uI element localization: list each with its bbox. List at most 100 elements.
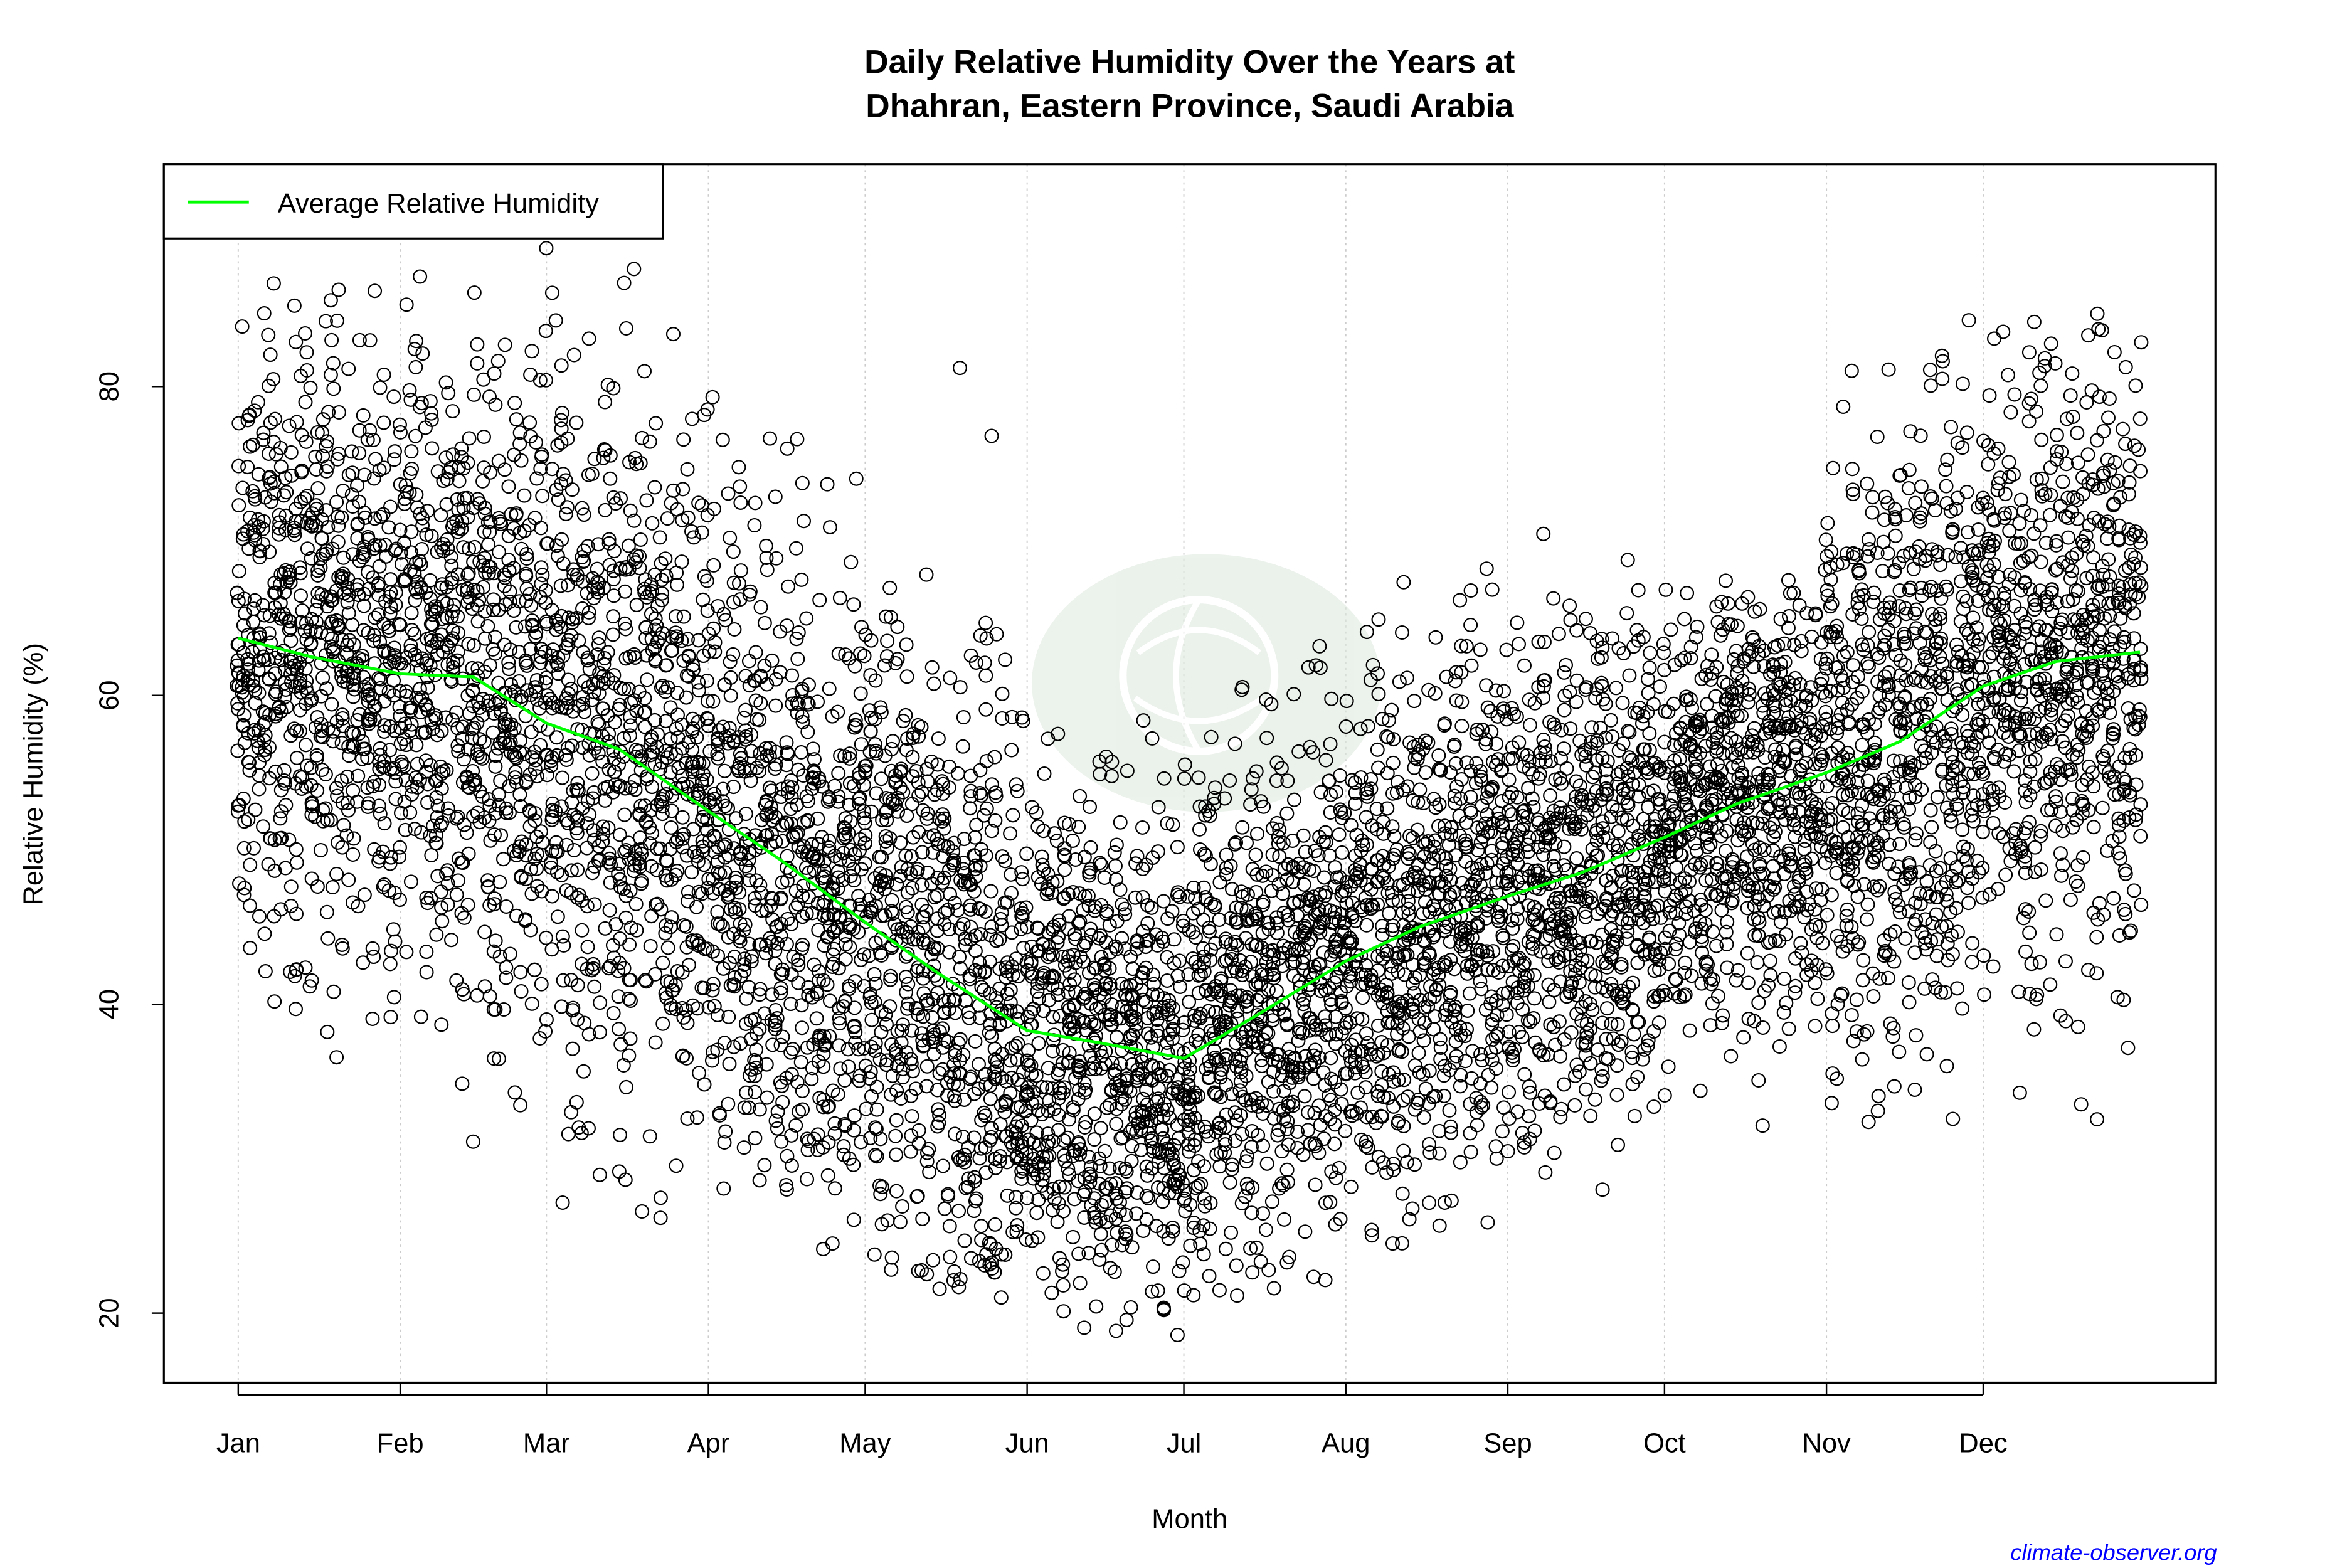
scatter-point (723, 688, 738, 703)
scatter-point (243, 857, 258, 872)
scatter-point (323, 589, 338, 604)
scatter-point (618, 622, 633, 637)
scatter-point (334, 510, 349, 525)
scatter-point (623, 728, 638, 743)
scatter-point (618, 842, 633, 857)
scatter-point (476, 372, 491, 387)
scatter-point (748, 693, 763, 708)
scatter-point (1258, 1222, 1273, 1237)
scatter-point (1306, 1269, 1321, 1285)
scatter-point (622, 937, 637, 952)
scatter-point (1333, 1212, 1348, 1227)
scatter-point (601, 536, 617, 551)
scatter-point (1394, 625, 1409, 640)
scatter-point (477, 734, 492, 750)
scatter-point (235, 480, 250, 495)
scatter-point (487, 646, 502, 661)
scatter-point (791, 762, 806, 777)
scatter-point (326, 381, 341, 396)
scatter-point (1286, 968, 1301, 983)
scatter-point (304, 795, 319, 810)
scatter-point (314, 763, 329, 777)
scatter-point (424, 847, 439, 862)
scatter-point (467, 387, 482, 402)
scatter-point (412, 682, 427, 697)
scatter-point (457, 752, 472, 767)
scatter-point (363, 423, 378, 438)
scatter-point (736, 711, 751, 726)
scatter-point (731, 460, 746, 475)
scatter-point (1056, 1304, 1071, 1319)
scatter-point (429, 836, 444, 851)
scatter-point (278, 682, 294, 697)
scatter-point (512, 425, 527, 440)
scatter-point (450, 873, 465, 888)
scatter-point (1229, 1258, 1244, 1273)
scatter-point (956, 710, 971, 725)
scatter-point (533, 461, 548, 476)
scatter-point (606, 1005, 621, 1020)
scatter-point (524, 598, 539, 613)
scatter-point (450, 644, 465, 659)
scatter-point (299, 345, 314, 360)
scatter-point (832, 590, 847, 605)
scatter-point (888, 1128, 903, 1143)
scatter-point (499, 970, 514, 985)
scatter-point (529, 471, 544, 486)
scatter-point (911, 788, 926, 803)
scatter-point (445, 604, 460, 619)
scatter-point (699, 673, 714, 688)
scatter-point (429, 774, 444, 789)
scatter-point (303, 517, 318, 532)
scatter-point (393, 522, 408, 538)
scatter-point (632, 561, 647, 576)
scatter-point (268, 764, 283, 779)
scatter-point (864, 1039, 879, 1054)
scatter-point (984, 428, 999, 443)
scatter-point (487, 897, 502, 912)
scatter-point (263, 635, 278, 650)
scatter-point (924, 1010, 940, 1025)
scatter-point (236, 527, 251, 542)
scatter-point (842, 940, 857, 955)
scatter-point (760, 563, 775, 578)
scatter-point (705, 389, 720, 405)
scatter-point (278, 470, 293, 485)
scatter-point (998, 854, 1013, 869)
scatter-point (298, 326, 313, 341)
scatter-point (237, 606, 252, 621)
scatter-point (289, 723, 304, 738)
scatter-point (462, 706, 477, 721)
scatter-point (524, 862, 539, 877)
scatter-point (361, 796, 376, 811)
scatter-point (492, 949, 507, 964)
scatter-point (408, 428, 423, 443)
scatter-point (445, 712, 460, 728)
scatter-point (603, 857, 618, 872)
scatter-point (653, 1210, 668, 1226)
scatter-point (1313, 785, 1328, 800)
scatter-point (340, 770, 355, 785)
scatter-point (539, 1012, 554, 1027)
scatter-point (289, 855, 304, 870)
scatter-point (315, 670, 331, 686)
scatter-point (428, 711, 443, 726)
scatter-point (534, 642, 549, 657)
scatter-point (247, 593, 262, 608)
scatter-point (409, 738, 424, 753)
scatter-point (706, 558, 721, 573)
scatter-point (721, 1096, 736, 1111)
scatter-point (357, 887, 372, 903)
scatter-point (544, 942, 559, 957)
scatter-point (368, 610, 383, 625)
scatter-point (475, 558, 490, 573)
scatter-point (418, 753, 433, 768)
scatter-point (1029, 1094, 1044, 1110)
scatter-point (612, 872, 627, 887)
scatter-point (361, 625, 376, 640)
scatter-point (444, 558, 459, 573)
scatter-point (372, 559, 387, 574)
scatter-point (679, 1051, 694, 1066)
scatter-point (1004, 743, 1019, 758)
scatter-point (1144, 900, 1159, 915)
